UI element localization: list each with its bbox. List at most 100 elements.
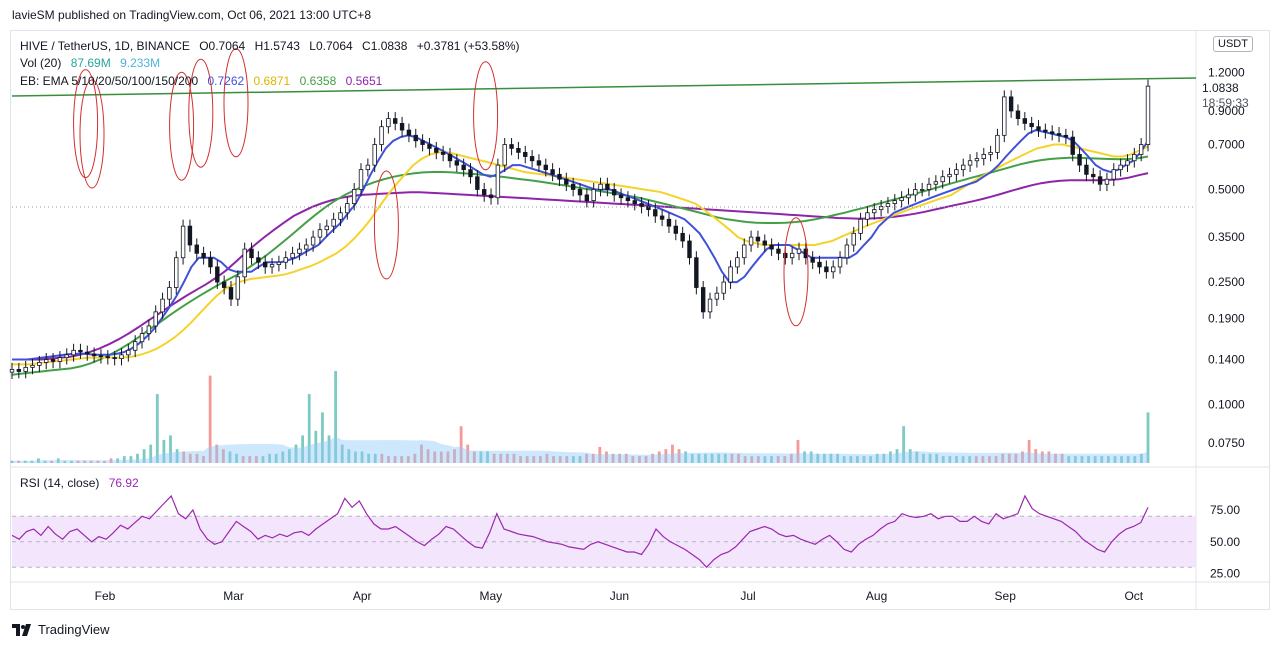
candle-body xyxy=(242,248,247,278)
volume-bar xyxy=(717,453,721,463)
candle-body xyxy=(653,209,658,217)
candle-body xyxy=(564,178,569,185)
candle-body xyxy=(440,151,446,155)
volume-bar xyxy=(149,444,153,463)
volume-bar xyxy=(690,453,694,463)
volume-bar xyxy=(1133,456,1137,463)
volume-bar xyxy=(565,456,569,463)
annotation-circle xyxy=(473,61,499,171)
candle-body xyxy=(824,266,829,273)
price-tick-label: 0.9000 xyxy=(1208,104,1245,118)
volume-bar xyxy=(836,453,839,463)
price-tick-label: 0.1400 xyxy=(1208,353,1245,367)
candle-body xyxy=(379,126,384,145)
candle-body xyxy=(673,225,679,234)
volume-bar xyxy=(486,451,489,463)
legend-ema-v4: 0.5651 xyxy=(345,74,383,88)
candle-body xyxy=(789,252,795,259)
volume-bar xyxy=(268,453,271,463)
volume-bar xyxy=(638,456,641,463)
volume-bar xyxy=(314,430,318,463)
currency-badge[interactable]: USDT xyxy=(1213,36,1253,52)
candle-body xyxy=(858,218,863,234)
volume-bar xyxy=(30,460,34,463)
volume-bar xyxy=(459,426,463,463)
volume-bar xyxy=(519,456,522,463)
legend-close: C1.0838 xyxy=(362,39,408,53)
candle-body xyxy=(468,169,473,178)
legend-symbol: HIVE / TetherUS, 1D, BINANCE xyxy=(20,39,190,53)
candle-body xyxy=(612,189,617,196)
candle-body xyxy=(249,248,254,259)
candle-body xyxy=(235,276,241,300)
volume-bar xyxy=(994,456,998,463)
candle-body xyxy=(399,122,405,131)
volume-bar xyxy=(591,453,595,463)
volume-bar xyxy=(816,453,820,463)
volume-bar xyxy=(829,453,833,463)
volume-bar xyxy=(803,451,806,463)
candle-body xyxy=(324,225,329,231)
candle-body xyxy=(666,218,672,227)
candle-body xyxy=(420,140,425,145)
footer-brand[interactable]: TradingView xyxy=(12,622,110,637)
volume-bar xyxy=(182,451,186,463)
candle-body xyxy=(1111,169,1116,180)
volume-bar xyxy=(657,451,661,463)
candle-body xyxy=(529,156,535,162)
volume-bar xyxy=(294,444,298,463)
volume-bar xyxy=(770,456,773,463)
candle-body xyxy=(1008,96,1014,112)
candle-body xyxy=(1145,85,1151,145)
volume-bar xyxy=(380,453,384,463)
volume-bar xyxy=(129,456,133,463)
candle-body xyxy=(98,355,104,358)
volume-bar xyxy=(439,451,443,463)
volume-bar xyxy=(889,451,892,463)
volume-bar xyxy=(1139,453,1143,463)
volume-bar xyxy=(175,449,179,463)
volume-bar xyxy=(763,456,767,463)
candle-body xyxy=(769,244,774,250)
volume-bar xyxy=(1113,456,1117,463)
legend-ema-v2: 0.6871 xyxy=(253,74,291,88)
volume-bar xyxy=(908,449,912,463)
time-tick-label: Sep xyxy=(995,589,1017,603)
candle-body xyxy=(680,232,685,242)
volume-bar xyxy=(882,453,886,463)
candle-body xyxy=(276,261,282,265)
annotation-circle xyxy=(188,58,214,168)
candle-body xyxy=(933,181,939,185)
candle-body xyxy=(536,160,542,166)
tradingview-logo-icon xyxy=(12,623,31,636)
candle-body xyxy=(584,194,590,202)
volume-bar xyxy=(789,453,793,463)
volume-bar xyxy=(697,453,701,463)
volume-bar xyxy=(327,435,331,463)
volume-bar xyxy=(367,453,371,463)
volume-bar xyxy=(723,453,727,463)
candle-body xyxy=(570,183,576,190)
volume-bar xyxy=(671,444,674,463)
candle-body xyxy=(132,341,138,351)
volume-bar xyxy=(895,449,899,463)
volume-bar xyxy=(195,453,199,463)
volume-bar xyxy=(710,453,714,463)
candle-body xyxy=(940,176,945,183)
volume-bar xyxy=(76,460,80,463)
volume-bar xyxy=(393,456,397,463)
volume-bar xyxy=(1014,453,1018,463)
price-tick-label: 0.1900 xyxy=(1208,312,1245,326)
volume-bar xyxy=(1027,440,1031,463)
volume-bar xyxy=(611,453,615,463)
candle-body xyxy=(776,248,781,254)
candle-body xyxy=(550,169,555,175)
candle-body xyxy=(1056,133,1062,136)
candle-body xyxy=(1132,154,1137,162)
volume-bar xyxy=(208,375,212,463)
volume-bar xyxy=(783,456,787,463)
price-tick-label: 1.2000 xyxy=(1208,66,1245,80)
legend-low: L0.7064 xyxy=(309,39,353,53)
candle-body xyxy=(1138,144,1144,155)
